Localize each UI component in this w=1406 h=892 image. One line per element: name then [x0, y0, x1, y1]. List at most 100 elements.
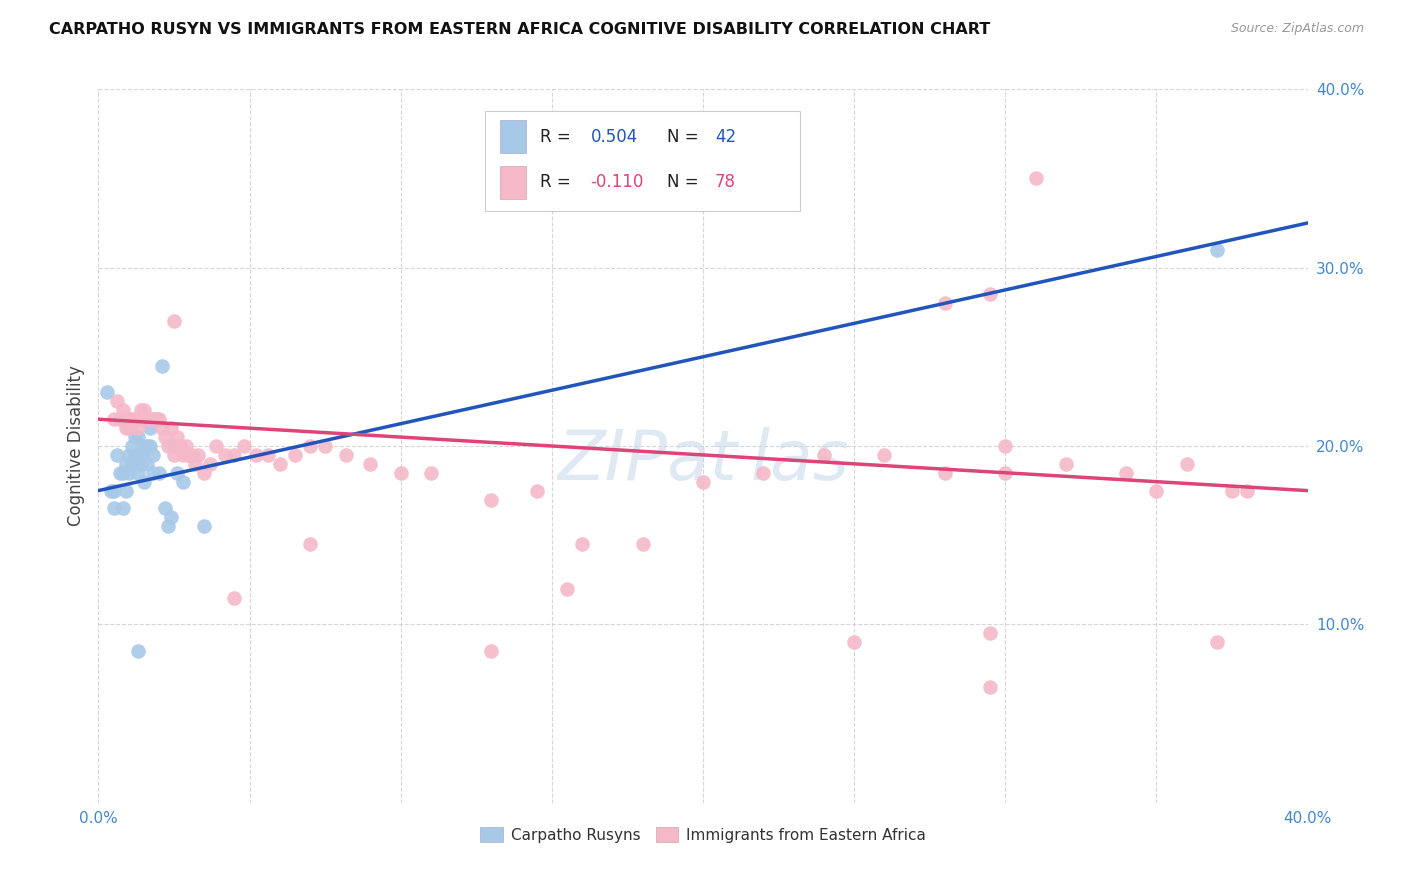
- Point: [129, 448, 152, 462]
- Point: [172, 448, 194, 462]
- Point: [121, 439, 143, 453]
- Point: [181, 448, 204, 462]
- Point: [844, 635, 866, 649]
- Point: [979, 626, 1001, 640]
- Point: [526, 483, 548, 498]
- Point: [193, 466, 215, 480]
- Point: [187, 448, 209, 462]
- Point: [132, 412, 155, 426]
- Point: [139, 439, 162, 453]
- Point: [111, 501, 134, 516]
- Text: N =: N =: [666, 128, 703, 145]
- Point: [142, 448, 165, 462]
- Point: [166, 430, 188, 444]
- Point: [692, 475, 714, 489]
- FancyBboxPatch shape: [485, 111, 800, 211]
- FancyBboxPatch shape: [501, 167, 526, 199]
- Point: [114, 421, 136, 435]
- Point: [1115, 466, 1137, 480]
- Point: [105, 448, 128, 462]
- Point: [979, 680, 1001, 694]
- Point: [179, 448, 201, 462]
- Point: [121, 412, 143, 426]
- Point: [118, 448, 141, 462]
- Point: [269, 457, 291, 471]
- Point: [132, 439, 155, 453]
- Point: [135, 412, 157, 426]
- Point: [224, 448, 246, 462]
- Point: [360, 457, 382, 471]
- Point: [124, 430, 146, 444]
- Point: [555, 582, 578, 596]
- Point: [148, 466, 170, 480]
- Point: [132, 475, 155, 489]
- Point: [135, 457, 157, 471]
- Point: [118, 421, 141, 435]
- Point: [118, 466, 141, 480]
- Point: [224, 591, 246, 605]
- Point: [335, 448, 357, 462]
- Point: [481, 644, 503, 658]
- Point: [135, 439, 157, 453]
- Point: [631, 537, 654, 551]
- Text: ZIPat las: ZIPat las: [557, 426, 849, 494]
- Text: 78: 78: [716, 173, 737, 192]
- Point: [103, 483, 125, 498]
- Point: [160, 421, 183, 435]
- Point: [1144, 483, 1167, 498]
- Point: [121, 457, 143, 471]
- Point: [200, 457, 222, 471]
- Point: [127, 644, 149, 658]
- Point: [114, 457, 136, 471]
- Point: [184, 457, 207, 471]
- Point: [135, 412, 157, 426]
- Point: [108, 466, 131, 480]
- Y-axis label: Cognitive Disability: Cognitive Disability: [66, 366, 84, 526]
- Text: Source: ZipAtlas.com: Source: ZipAtlas.com: [1230, 22, 1364, 36]
- Point: [934, 296, 956, 310]
- Point: [145, 412, 167, 426]
- Point: [111, 466, 134, 480]
- Point: [160, 510, 183, 524]
- Point: [118, 412, 141, 426]
- Text: 42: 42: [716, 128, 737, 145]
- Point: [994, 439, 1017, 453]
- Point: [172, 475, 194, 489]
- Point: [153, 430, 176, 444]
- Point: [420, 466, 443, 480]
- Point: [232, 439, 254, 453]
- Point: [934, 466, 956, 480]
- Point: [389, 466, 412, 480]
- Text: N =: N =: [666, 173, 703, 192]
- Point: [1206, 635, 1229, 649]
- Point: [150, 421, 173, 435]
- Point: [139, 421, 162, 435]
- Point: [873, 448, 896, 462]
- Point: [108, 412, 131, 426]
- Point: [314, 439, 336, 453]
- Text: R =: R =: [540, 128, 576, 145]
- Point: [111, 403, 134, 417]
- Point: [163, 439, 186, 453]
- Point: [1175, 457, 1198, 471]
- Text: -0.110: -0.110: [591, 173, 644, 192]
- Point: [156, 439, 179, 453]
- Text: 0.504: 0.504: [591, 128, 638, 145]
- Point: [124, 448, 146, 462]
- Legend: Carpatho Rusyns, Immigrants from Eastern Africa: Carpatho Rusyns, Immigrants from Eastern…: [474, 821, 932, 848]
- Point: [205, 439, 228, 453]
- FancyBboxPatch shape: [501, 120, 526, 153]
- Point: [179, 448, 201, 462]
- Point: [127, 448, 149, 462]
- Point: [813, 448, 835, 462]
- Point: [163, 448, 186, 462]
- Point: [156, 519, 179, 533]
- Point: [127, 430, 149, 444]
- Point: [1024, 171, 1046, 186]
- Point: [193, 519, 215, 533]
- Point: [127, 421, 149, 435]
- Point: [124, 412, 146, 426]
- Point: [245, 448, 267, 462]
- Point: [100, 483, 122, 498]
- Point: [132, 403, 155, 417]
